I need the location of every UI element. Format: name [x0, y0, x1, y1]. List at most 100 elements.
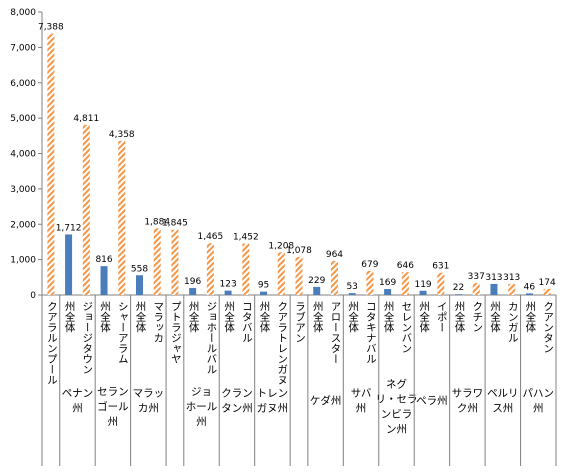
category-label: コタキナバル: [365, 301, 377, 364]
group-label-line: タン州: [221, 403, 253, 415]
category-label: イポー: [436, 301, 448, 333]
category-label: ジョホールバル: [205, 301, 217, 375]
city-bar: [543, 288, 551, 295]
group-label-line: カ州: [138, 403, 159, 415]
state-bar: [135, 275, 143, 295]
data-label: 646: [397, 261, 414, 271]
data-label: 1,465: [197, 232, 223, 242]
group-label: トレンガヌ州: [257, 388, 289, 415]
city-bar: [153, 228, 161, 295]
y-tick-label: 1,000: [10, 256, 36, 266]
city-bar: [47, 33, 55, 295]
data-label: 1,452: [233, 233, 259, 243]
group-label-line: トレン: [257, 388, 289, 400]
data-label: 1,078: [286, 246, 312, 256]
city-bar: [330, 260, 338, 295]
category-label: カンガル: [507, 301, 519, 343]
data-label: 631: [432, 262, 449, 272]
group-label-line: 州: [356, 403, 367, 415]
data-label: 7,388: [38, 23, 64, 33]
y-tick-label: 3,000: [10, 185, 36, 195]
data-label: 337: [468, 272, 485, 282]
group-label: サラワク州: [452, 388, 484, 415]
y-tick-label: 7,000: [10, 43, 36, 53]
data-label: 4,358: [109, 130, 135, 140]
group-label-line: ン州: [386, 424, 407, 436]
data-label: 123: [220, 280, 237, 290]
data-label: 964: [326, 250, 343, 260]
category-label: ラブアン: [294, 301, 306, 343]
category-label: クアラトレンガヌ: [276, 301, 288, 385]
data-label: 1,845: [162, 219, 188, 229]
category-label: クアンタン: [542, 301, 554, 354]
state-bar: [100, 266, 108, 295]
category-label: セレンバン: [400, 301, 412, 354]
data-label: 46: [524, 282, 536, 292]
city-bar: [118, 140, 126, 295]
y-tick-label: 0: [30, 291, 36, 301]
group-label: サバ州: [351, 388, 372, 415]
category-label: 州全体: [383, 301, 395, 333]
group-label-line: 州: [108, 416, 119, 428]
city-bar: [401, 272, 409, 295]
data-label: 313: [503, 273, 520, 283]
category-label: 州全体: [134, 301, 146, 333]
group-label-line: セラン: [97, 386, 129, 398]
state-bar: [490, 283, 498, 295]
state-bar: [455, 294, 463, 295]
city-bar: [508, 283, 516, 295]
group-label: ジョホール州: [186, 386, 218, 428]
data-label: 1,884: [144, 217, 170, 227]
data-label: 229: [308, 276, 325, 286]
data-label: 119: [414, 280, 431, 290]
state-bar: [189, 288, 197, 295]
group-label: セランゴール州: [97, 386, 129, 428]
state-bar: [525, 293, 533, 295]
state-bar: [384, 289, 392, 295]
group-label-line: クラン: [221, 388, 253, 400]
data-label: 174: [539, 278, 556, 288]
y-tick-label: 5,000: [10, 114, 36, 124]
data-label: 816: [95, 255, 112, 265]
category-label: マラッカ: [152, 301, 164, 343]
group-label: クランタン州: [221, 388, 253, 415]
group-label-line: パハン: [523, 388, 555, 400]
group-label: マラッカ州: [133, 388, 165, 415]
group-label-line: リ・セラ: [375, 394, 417, 406]
city-bar: [206, 243, 214, 295]
group-label-line: ホール: [186, 401, 218, 413]
category-labels: クアラルンプール 州全体 ジョージタウン 州全体 シャーアラム 州全体 マラッカ プトラジャヤ…: [46, 301, 554, 385]
category-label: 州全体: [188, 301, 200, 333]
data-label: 313: [485, 273, 502, 283]
group-label: ネグリ・セランビラン州: [375, 378, 417, 436]
bars: [47, 33, 551, 295]
category-label: アロースター: [329, 301, 341, 364]
data-label: 22: [453, 283, 464, 293]
category-label: 州全体: [312, 301, 324, 333]
y-tick-label: 8,000: [10, 8, 36, 18]
state-bar: [65, 234, 73, 295]
city-bar: [171, 229, 179, 295]
data-label: 679: [361, 260, 378, 270]
state-bar: [348, 293, 356, 295]
data-label: 95: [258, 281, 269, 291]
state-bar: [224, 290, 232, 295]
y-tick-label: 4,000: [10, 150, 36, 160]
category-label: 州全体: [347, 301, 359, 333]
group-label-line: サバ: [351, 388, 372, 400]
group-label-line: マラッ: [133, 388, 165, 400]
state-bar: [419, 290, 427, 295]
category-label: 州全体: [259, 301, 271, 333]
data-label: 1,208: [268, 241, 294, 251]
group-label-line: ペナン: [62, 388, 94, 400]
group-label-line: ク州: [457, 403, 478, 415]
group-label: ペラ州: [416, 395, 448, 407]
city-bar: [242, 243, 250, 295]
city-bar: [82, 124, 90, 295]
category-label: 州全体: [524, 301, 536, 333]
group-label-line: ジョ: [191, 386, 212, 398]
category-label: 州全体: [454, 301, 466, 333]
category-label: 州全体: [64, 301, 76, 333]
data-label: 53: [346, 282, 357, 292]
